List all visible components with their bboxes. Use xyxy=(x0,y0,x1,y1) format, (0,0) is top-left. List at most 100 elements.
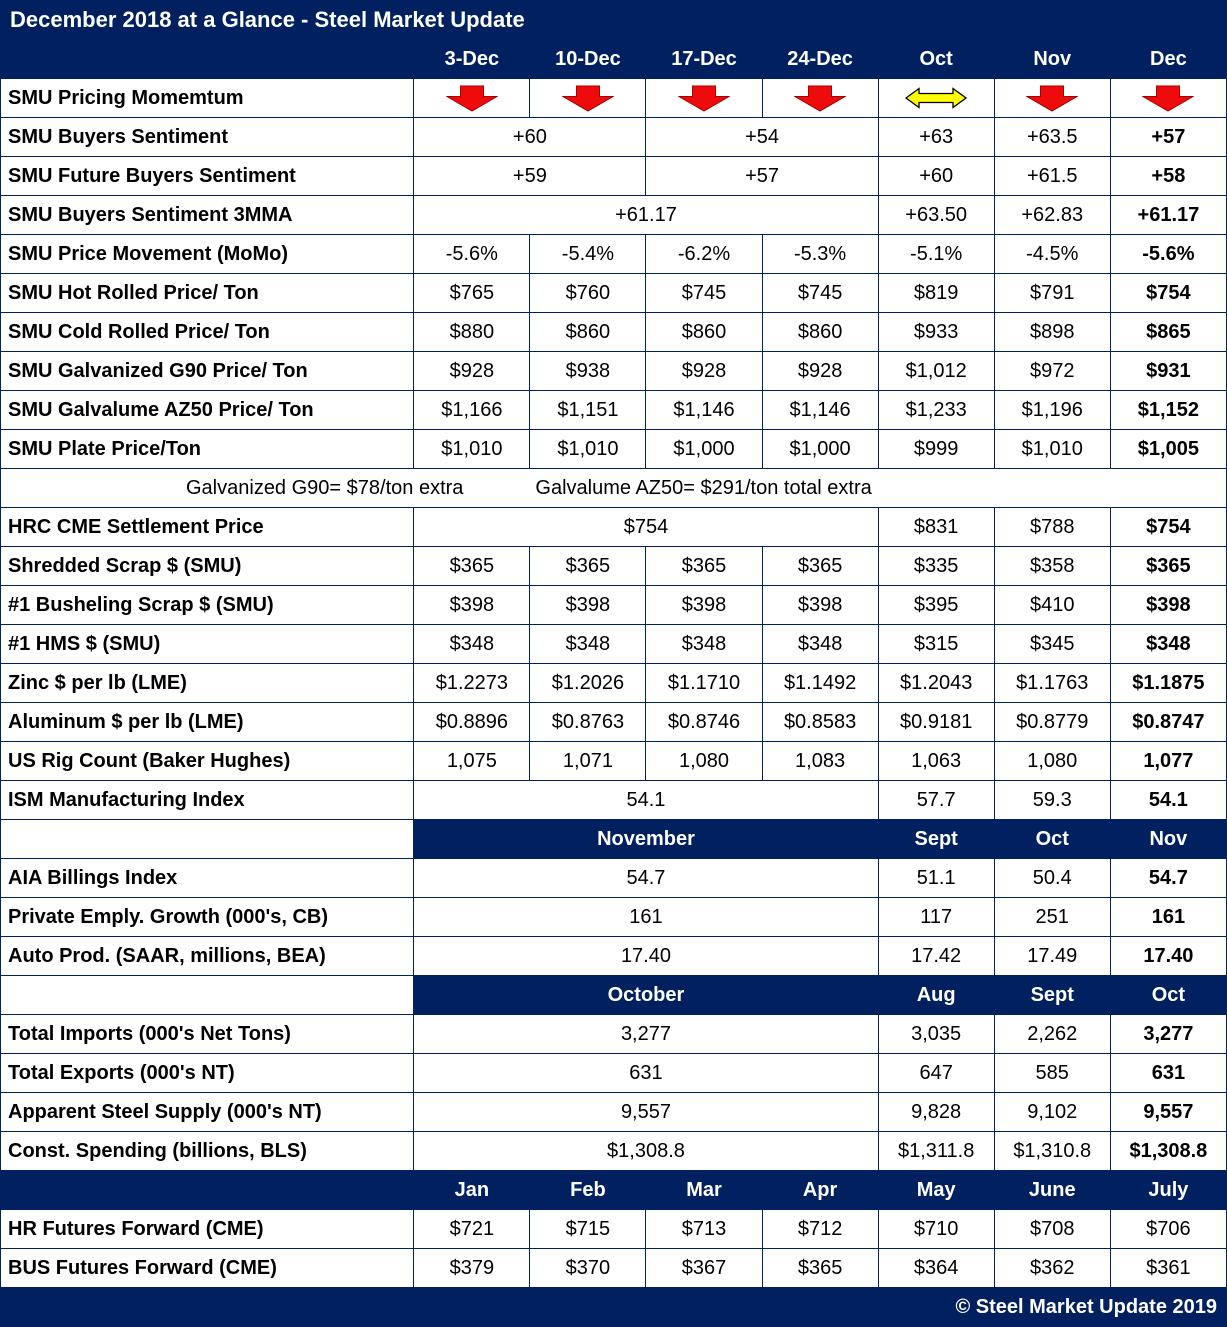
value-cell: $972 xyxy=(993,351,1111,391)
row-label: #1 Busheling Scrap $ (SMU) xyxy=(0,585,415,625)
value-cell: 1,077 xyxy=(1109,741,1227,781)
value-cell: $410 xyxy=(993,585,1111,625)
value-cell: $0.8896 xyxy=(413,702,531,742)
value-cell: $0.9181 xyxy=(877,702,995,742)
value-cell: $348 xyxy=(529,624,647,664)
value-cell: $1,310.8 xyxy=(993,1131,1111,1171)
table-row: Shredded Scrap $ (SMU) $365 $365 $365 $365 $3… xyxy=(0,546,1227,586)
value-cell: $0.8746 xyxy=(645,702,763,742)
note-text: Galvalume AZ50= $291/ton total extra xyxy=(535,476,872,499)
value-cell: $860 xyxy=(761,312,879,352)
row-label: Aluminum $ per lb (LME) xyxy=(0,702,415,742)
value-cell: $395 xyxy=(877,585,995,625)
subheader-cell: May xyxy=(877,1170,995,1210)
value-cell: $880 xyxy=(413,312,531,352)
value-cell: +54 xyxy=(645,117,879,157)
value-cell: $708 xyxy=(993,1209,1111,1249)
value-cell: 17.42 xyxy=(877,936,995,976)
value-cell: +62.83 xyxy=(993,195,1111,235)
value-cell: $335 xyxy=(877,546,995,586)
value-cell: $1,308.8 xyxy=(1109,1131,1227,1171)
row-label: AIA Billings Index xyxy=(0,858,415,898)
row-label: Auto Prod. (SAAR, millions, BEA) xyxy=(0,936,415,976)
copyright-text: © Steel Market Update 2019 xyxy=(0,1287,1227,1327)
subheader-cell: Oct xyxy=(1109,975,1227,1015)
subheader-cell: Jan xyxy=(413,1170,531,1210)
table-row: Apparent Steel Supply (000's NT) 9,557 9,8… xyxy=(0,1092,1227,1132)
subheader-cell: Sept xyxy=(877,819,995,859)
row-label: SMU Galvalume AZ50 Price/ Ton xyxy=(0,390,415,430)
value-cell: $1,000 xyxy=(761,429,879,469)
value-cell: 631 xyxy=(413,1053,879,1093)
value-cell: $721 xyxy=(413,1209,531,1249)
value-cell: $754 xyxy=(1109,273,1227,313)
subheader-cell: October xyxy=(413,975,879,1015)
table-row: SMU Cold Rolled Price/ Ton $880 $860 $860 $8… xyxy=(0,312,1227,352)
note-text: Galvanized G90= $78/ton extra xyxy=(186,476,464,499)
value-cell: $706 xyxy=(1109,1209,1227,1249)
subheader-cell: Feb xyxy=(529,1170,647,1210)
subheader-row: Jan Feb Mar Apr May June July xyxy=(0,1170,1227,1210)
value-cell: $361 xyxy=(1109,1248,1227,1288)
row-label: Apparent Steel Supply (000's NT) xyxy=(0,1092,415,1132)
value-cell: 57.7 xyxy=(877,780,995,820)
momentum-cell xyxy=(993,78,1111,118)
row-label: Const. Spending (billions, BLS) xyxy=(0,1131,415,1171)
value-cell: 54.1 xyxy=(413,780,879,820)
value-cell: 1,080 xyxy=(645,741,763,781)
value-cell: $710 xyxy=(877,1209,995,1249)
table-row: Auto Prod. (SAAR, millions, BEA) 17.40 17.… xyxy=(0,936,1227,976)
value-cell: $398 xyxy=(761,585,879,625)
value-cell: $1.1710 xyxy=(645,663,763,703)
subheader-spacer xyxy=(0,975,415,1015)
row-label: SMU Cold Rolled Price/ Ton xyxy=(0,312,415,352)
value-cell: $999 xyxy=(877,429,995,469)
table-row: HRC CME Settlement Price $754 $831 $788 $754 xyxy=(0,507,1227,547)
down-arrow-icon xyxy=(794,85,847,112)
momentum-cell xyxy=(1109,78,1227,118)
value-cell: $1,146 xyxy=(761,390,879,430)
value-cell: $345 xyxy=(993,624,1111,664)
value-cell: 3,277 xyxy=(1109,1014,1227,1054)
value-cell: $370 xyxy=(529,1248,647,1288)
table-row: Aluminum $ per lb (LME) $0.8896 $0.8763 $0.… xyxy=(0,702,1227,742)
down-arrow-icon xyxy=(1142,85,1195,112)
value-cell: 161 xyxy=(413,897,879,937)
value-cell: $931 xyxy=(1109,351,1227,391)
subheader-cell: Oct xyxy=(993,819,1111,859)
momentum-cell xyxy=(413,78,531,118)
value-cell: $831 xyxy=(877,507,995,547)
value-cell: $791 xyxy=(993,273,1111,313)
left-right-arrow-icon xyxy=(905,87,968,109)
subheader-cell: Aug xyxy=(877,975,995,1015)
value-cell: $754 xyxy=(1109,507,1227,547)
value-cell: 54.7 xyxy=(1109,858,1227,898)
subheader-cell: Mar xyxy=(645,1170,763,1210)
row-label: Shredded Scrap $ (SMU) xyxy=(0,546,415,586)
value-cell: $1,005 xyxy=(1109,429,1227,469)
value-cell: $712 xyxy=(761,1209,879,1249)
table-row: SMU Hot Rolled Price/ Ton $765 $760 $745 $74… xyxy=(0,273,1227,313)
table-row: SMU Buyers Sentiment 3MMA +61.17 +63.50 +62… xyxy=(0,195,1227,235)
value-cell: $1.1492 xyxy=(761,663,879,703)
value-cell: $788 xyxy=(993,507,1111,547)
value-cell: $1.2026 xyxy=(529,663,647,703)
page-title: December 2018 at a Glance - Steel Market… xyxy=(0,0,1227,40)
column-header: 17-Dec xyxy=(645,39,763,79)
subheader-cell: Nov xyxy=(1109,819,1227,859)
value-cell: +63 xyxy=(877,117,995,157)
footer-row: © Steel Market Update 2019 xyxy=(0,1287,1227,1327)
value-cell: 631 xyxy=(1109,1053,1227,1093)
table-row: Total Exports (000's NT) 631 647 585 631 xyxy=(0,1053,1227,1093)
subheader-cell: June xyxy=(993,1170,1111,1210)
value-cell: $715 xyxy=(529,1209,647,1249)
table-body: 3-Dec 10-Dec 17-Dec 24-Dec Oct Nov Dec SMU Pric… xyxy=(0,39,1227,1288)
value-cell: $358 xyxy=(993,546,1111,586)
value-cell: $928 xyxy=(761,351,879,391)
value-cell: $398 xyxy=(529,585,647,625)
value-cell: 9,557 xyxy=(1109,1092,1227,1132)
momentum-cell xyxy=(761,78,879,118)
value-cell: +59 xyxy=(413,156,647,196)
value-cell: $348 xyxy=(413,624,531,664)
row-label: US Rig Count (Baker Hughes) xyxy=(0,741,415,781)
